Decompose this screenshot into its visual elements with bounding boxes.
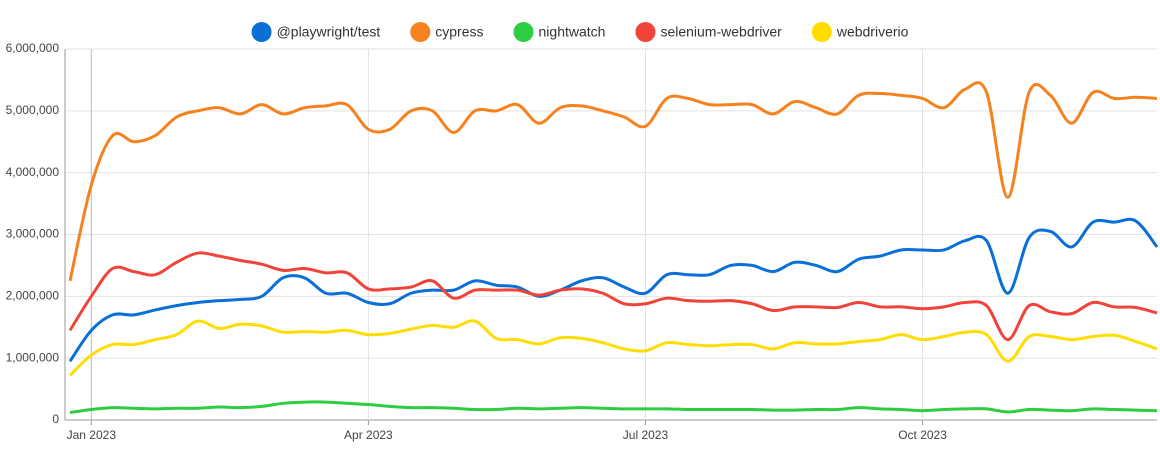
y-tick-label: 5,000,000 — [6, 103, 60, 117]
legend-label: cypress — [435, 24, 483, 40]
y-tick-label: 0 — [52, 412, 59, 426]
legend-item: @playwright/test — [251, 22, 381, 42]
series-line — [68, 319, 1158, 377]
x-tick-label: Oct 2023 — [898, 428, 947, 442]
legend: @playwright/test cypress nightwatch seleniu… — [251, 22, 909, 42]
series-line — [68, 251, 1158, 342]
series-line — [68, 217, 1159, 363]
legend-item: webdriverio — [811, 22, 909, 42]
legend-item: selenium-webdriver — [635, 22, 782, 42]
legend-swatch — [811, 22, 832, 42]
series-line — [68, 81, 1158, 282]
x-tick-label: Jan 2023 — [67, 428, 117, 442]
y-tick-label: 1,000,000 — [6, 350, 60, 364]
legend-swatch — [513, 22, 534, 42]
x-tick-label: Apr 2023 — [344, 428, 393, 442]
legend-item: nightwatch — [513, 22, 606, 42]
y-tick-label: 3,000,000 — [6, 227, 60, 241]
x-tick-label: Jul 2023 — [623, 428, 669, 442]
legend-swatch — [635, 22, 656, 42]
legend-label: nightwatch — [539, 24, 606, 40]
legend-swatch — [251, 22, 272, 42]
legend-label: webdriverio — [836, 24, 909, 40]
series-line — [69, 400, 1158, 415]
legend-swatch — [410, 22, 431, 42]
legend-label: selenium-webdriver — [660, 24, 782, 40]
y-tick-label: 4,000,000 — [6, 165, 60, 179]
y-tick-label: 6,000,000 — [6, 41, 60, 55]
legend-item: cypress — [410, 22, 484, 42]
legend-label: @playwright/test — [277, 24, 381, 40]
y-tick-label: 2,000,000 — [6, 289, 60, 303]
